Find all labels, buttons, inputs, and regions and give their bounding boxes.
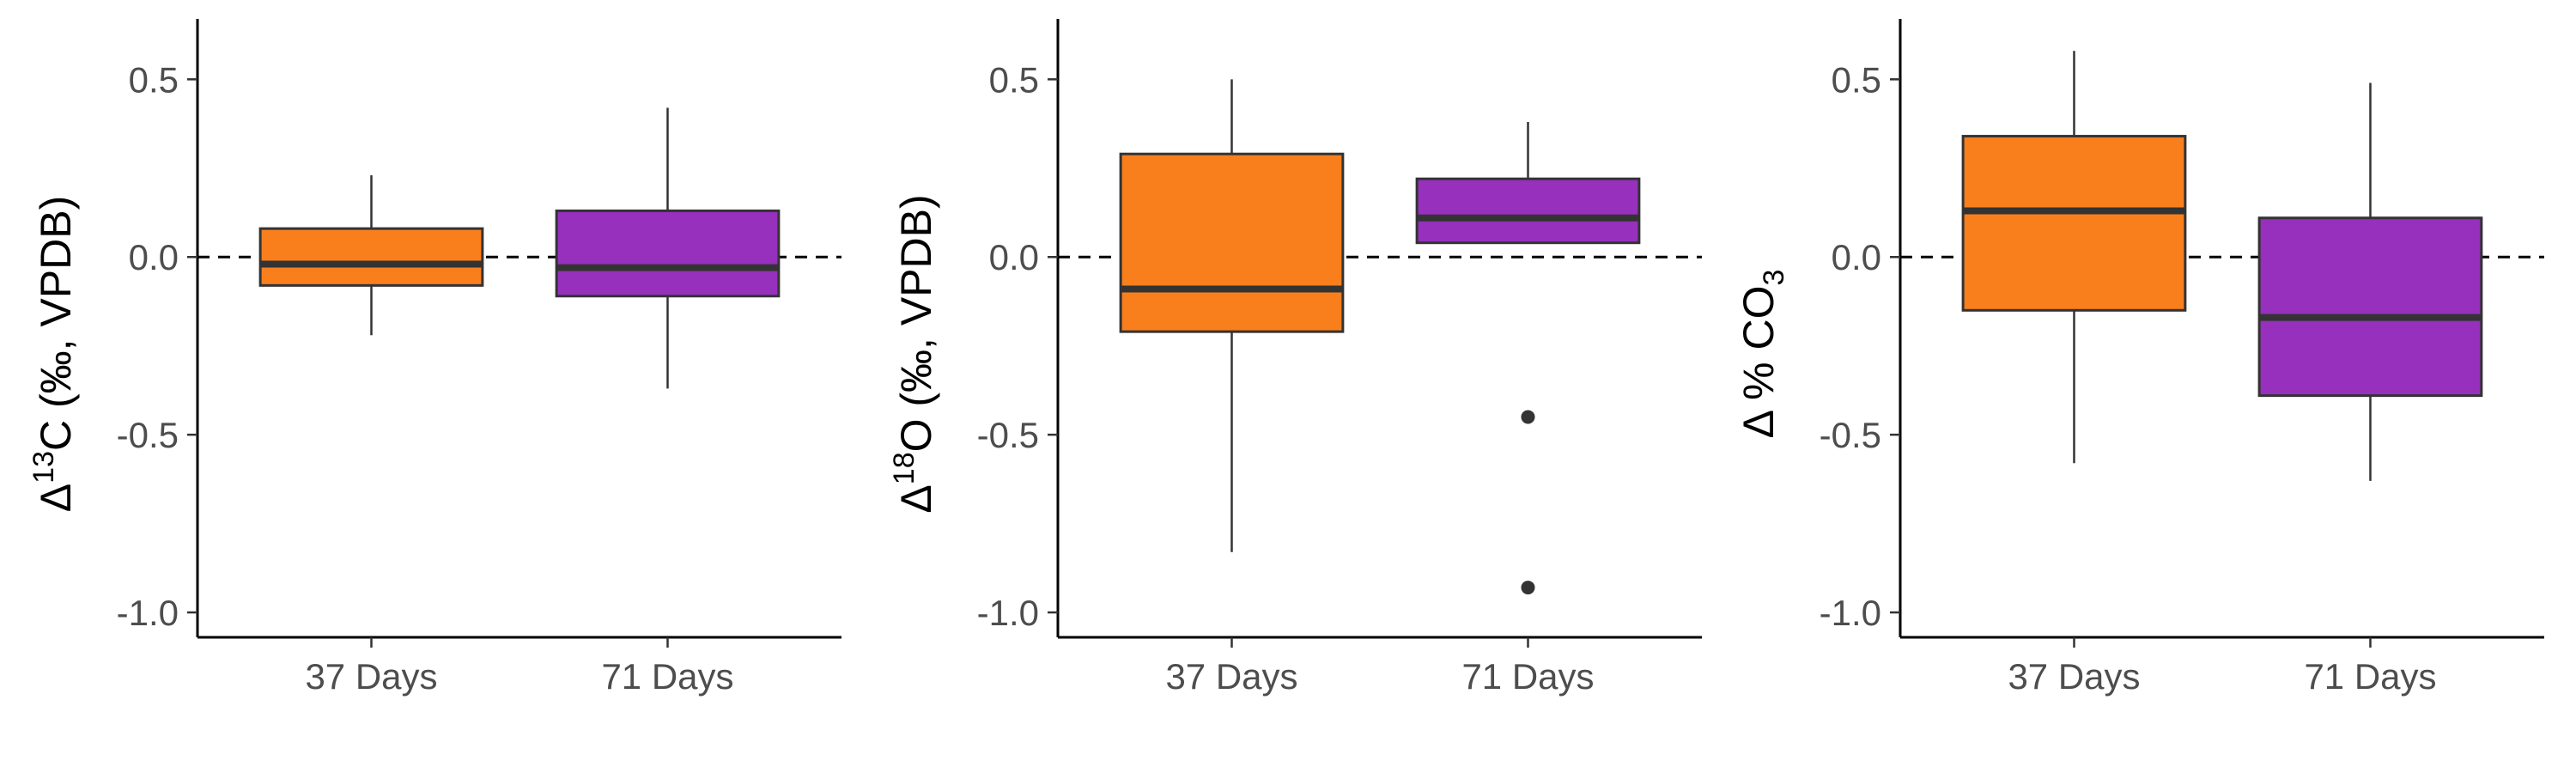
y-tick-label: -0.5 [977,415,1039,455]
y-axis-label: Δ13C (‰, VPDB) [27,196,80,512]
y-tick-label: 0.0 [129,237,179,277]
y-tick-label: 0.0 [1832,237,1881,277]
box-body [1119,152,1345,333]
box-body [258,227,484,287]
outlier-point [1521,410,1535,424]
x-tick-label: 37 Days [305,656,437,697]
box-71-days [2257,82,2483,481]
box-37-days [1961,51,2187,464]
y-tick-label: -1.0 [977,593,1039,633]
delta-symbol: Δ [1735,411,1783,438]
isotope-superscript: 18 [888,452,920,484]
formula-subscript: 3 [1758,270,1790,286]
y-tick-label: 0.5 [989,59,1039,100]
y-tick-label: -0.5 [117,415,179,455]
y-axis-label: Δ % CO3 [1735,270,1790,439]
delta-symbol: Δ [32,484,80,512]
y-axis-label-main: C (‰, VPDB) [32,196,80,451]
x-tick-label: 37 Days [1165,656,1297,697]
box-body [1415,177,1641,245]
y-tick-label: -1.0 [117,593,179,633]
y-tick-label: 0.0 [989,237,1039,277]
x-tick-label: 71 Days [601,656,733,697]
chart-panel-1: 0.5 0.0 -0.5 -1.0 37 Days 71 Days Δ13C (‰, VPD… [27,19,841,697]
box-body [555,209,781,298]
outlier-point [1521,581,1535,595]
y-tick-label: 0.5 [129,59,179,100]
box-37-days [1119,79,1345,552]
y-axis-label: Δ18O (‰, VPDB) [888,194,940,513]
y-tick-label: -0.5 [1820,415,1881,455]
box-71-days [1415,122,1641,595]
x-tick-label: 71 Days [1461,656,1594,697]
chart-panel-3: 0.5 0.0 -0.5 -1.0 37 Days 71 Days Δ % CO3 [1735,19,2544,697]
y-tick-label: -1.0 [1820,593,1881,633]
box-71-days [555,107,781,389]
y-tick-label: 0.5 [1832,59,1881,100]
isotope-superscript: 13 [27,451,60,484]
box-37-days [258,175,484,336]
box-body [1961,135,2187,312]
y-axis-label-main: O (‰, VPDB) [892,194,940,452]
box-body [2257,216,2483,398]
x-tick-label: 37 Days [2008,656,2140,697]
x-tick-label: 71 Days [2304,656,2436,697]
chart-panel-2: 0.5 0.0 -0.5 -1.0 37 Days 71 Days Δ18O (‰, VPD… [888,19,1702,697]
y-axis-label-main: % CO [1735,286,1783,412]
delta-symbol: Δ [892,484,940,513]
